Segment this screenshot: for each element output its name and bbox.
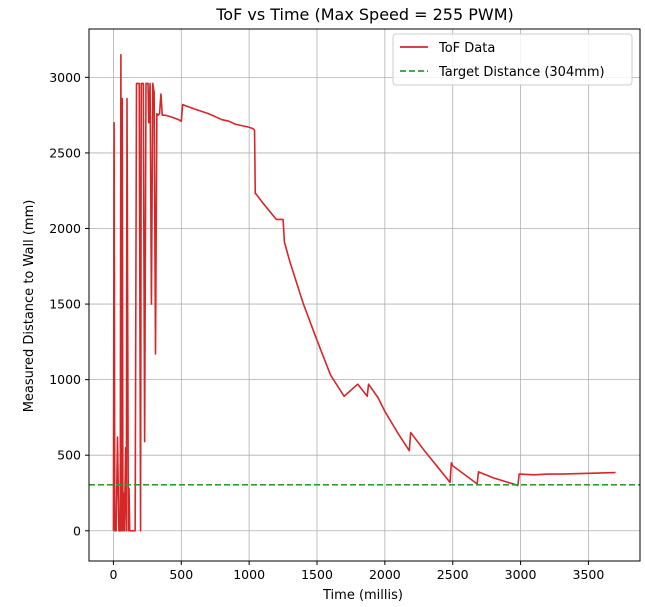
y-axis-label: Measured Distance to Wall (mm)	[22, 200, 37, 413]
tof-data-line	[112, 53, 616, 532]
plot-area	[89, 53, 640, 532]
x-axis-label: Time (millis)	[322, 588, 403, 603]
y-tick-label: 2000	[49, 221, 81, 236]
legend-box	[392, 33, 633, 86]
x-tick-label: 2000	[369, 567, 401, 582]
x-tick-label: 2500	[437, 567, 469, 582]
x-tick-label: 1000	[233, 567, 265, 582]
y-tick-label: 2500	[49, 145, 81, 160]
legend: ToF Data Target Distance (304mm)	[392, 33, 633, 86]
x-tick-label: 0	[109, 567, 117, 582]
x-tick-label: 500	[169, 567, 193, 582]
grid-lines	[89, 29, 640, 561]
axes-frame	[88, 28, 641, 562]
legend-label-target: Target Distance (304mm)	[438, 65, 605, 80]
x-tick-label: 3500	[573, 567, 605, 582]
y-tick-label: 3000	[49, 70, 81, 85]
chart-title: ToF vs Time (Max Speed = 255 PWM)	[215, 5, 514, 24]
axis-ticks: 0 500 1000 1500 2000 2500 3000 3500 0 500 1000 1500…	[49, 70, 604, 582]
y-tick-label: 0	[73, 523, 81, 538]
y-tick-label: 500	[57, 448, 81, 463]
x-tick-label: 3000	[505, 567, 537, 582]
y-tick-label: 1500	[49, 297, 81, 312]
legend-label-tof: ToF Data	[438, 41, 495, 56]
y-tick-label: 1000	[49, 372, 81, 387]
x-tick-label: 1500	[301, 567, 333, 582]
